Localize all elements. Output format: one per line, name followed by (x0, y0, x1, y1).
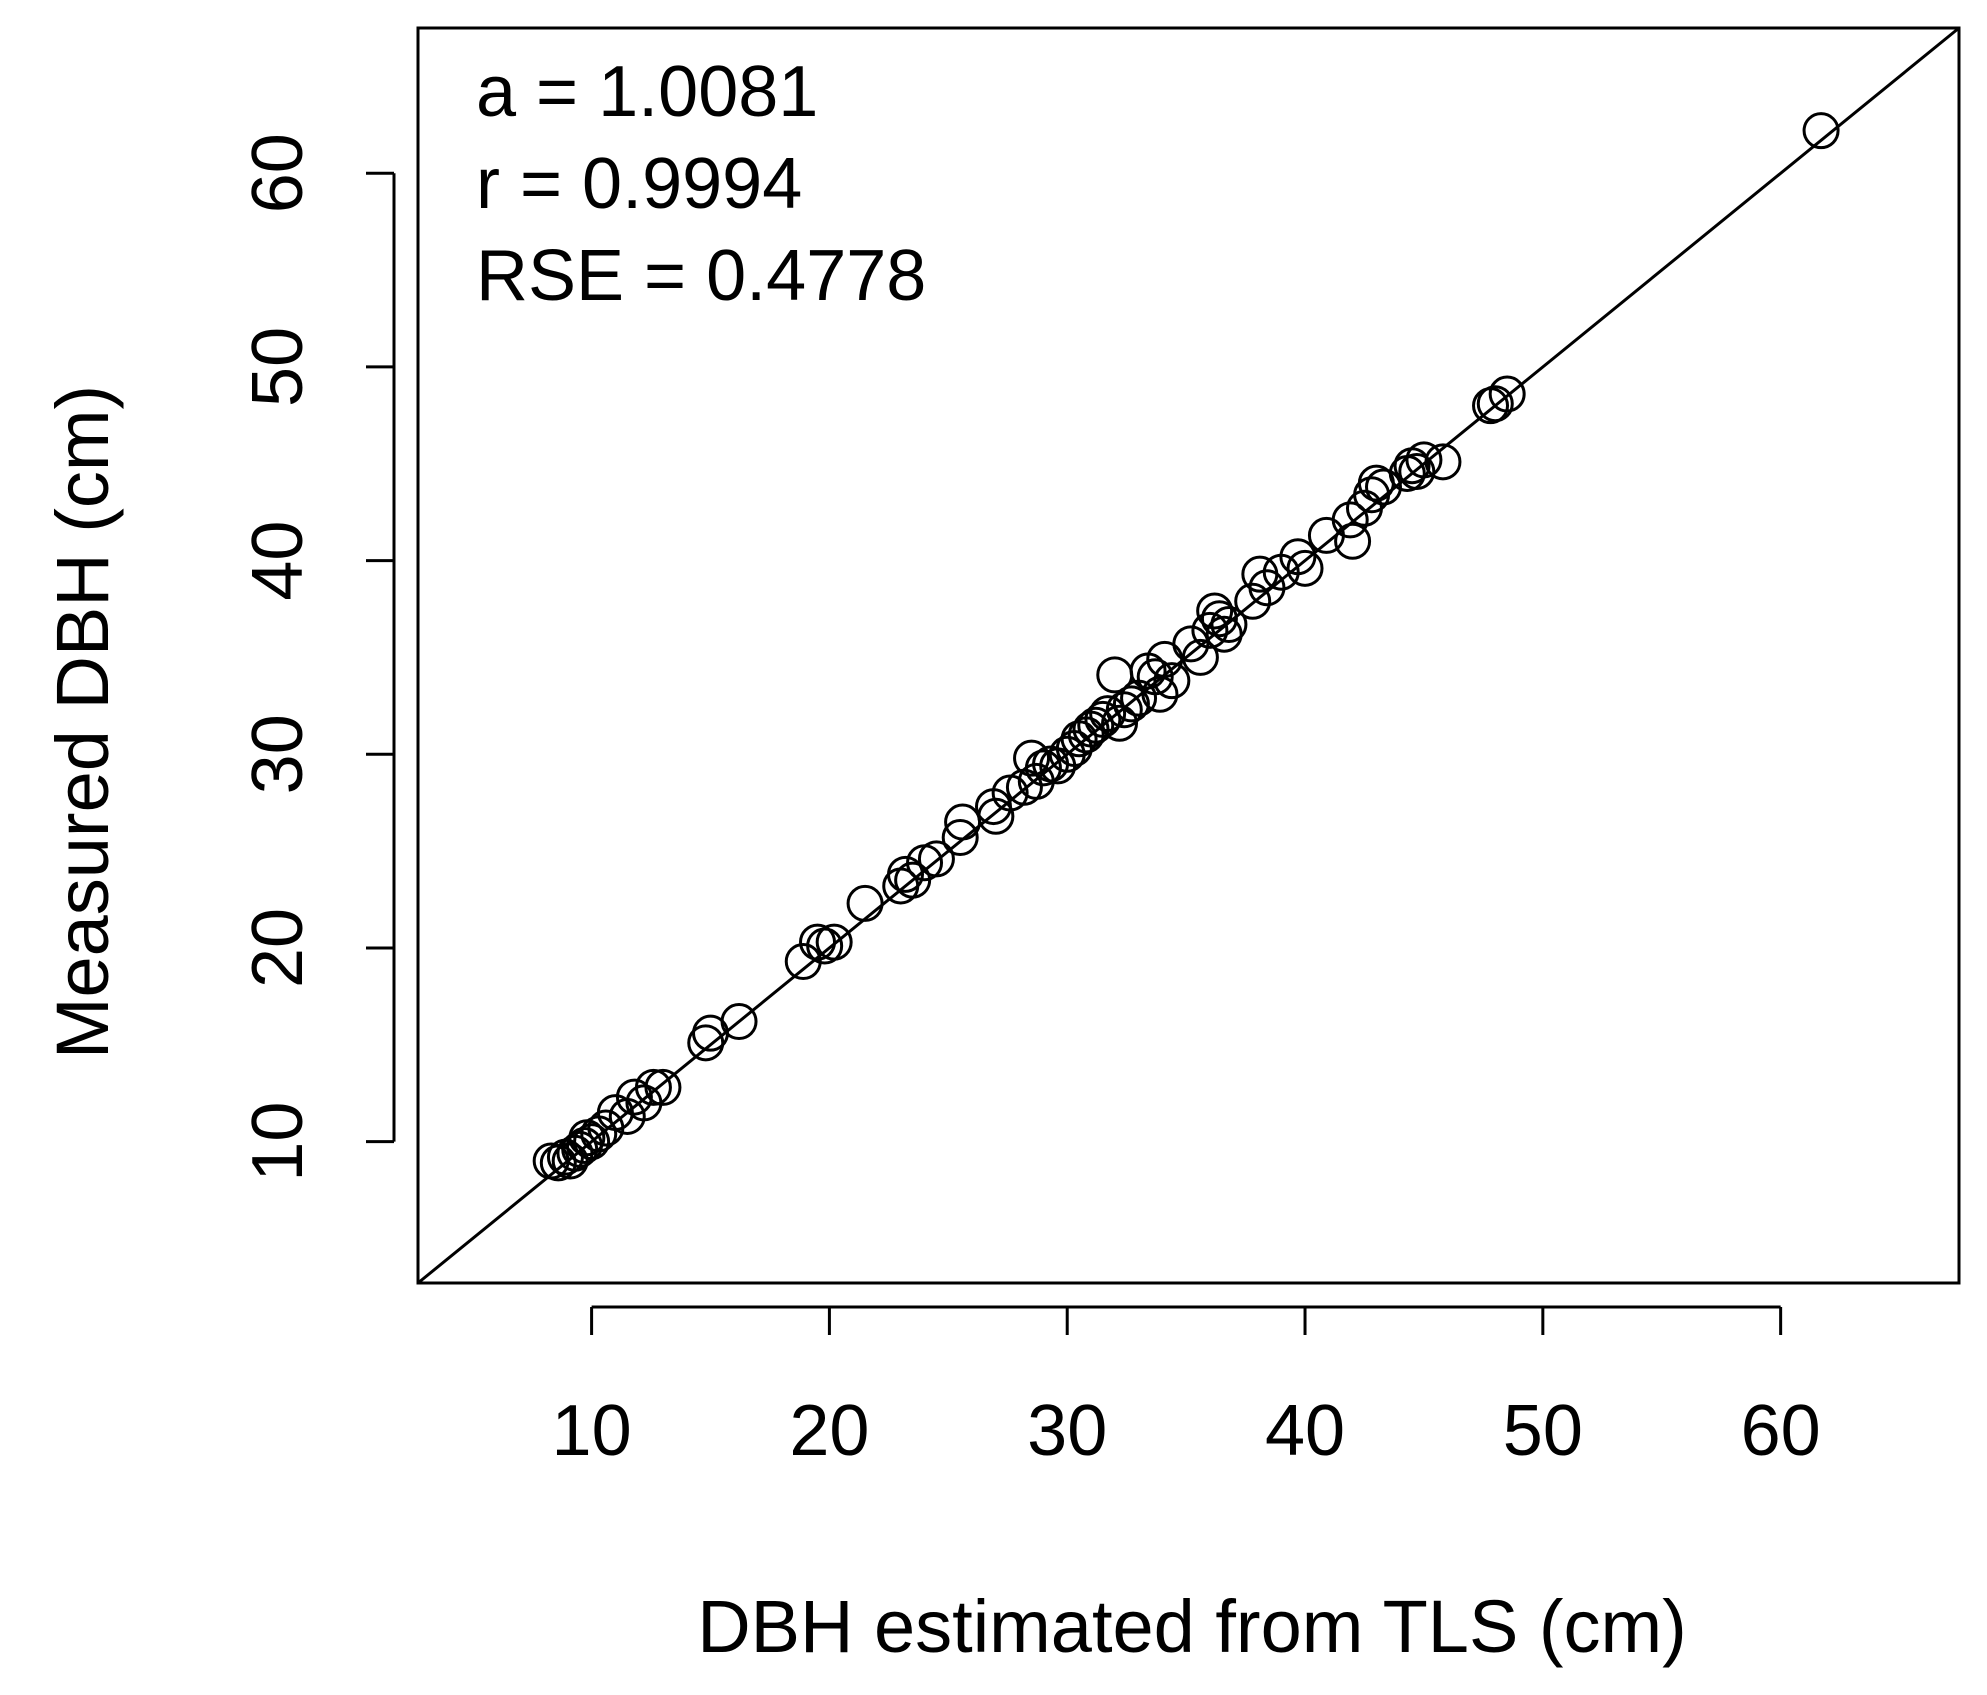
data-point (1089, 695, 1127, 733)
data-point (1013, 739, 1051, 777)
data-point (1398, 453, 1436, 491)
x-tick-label: 30 (1027, 1391, 1107, 1471)
data-point (1105, 691, 1143, 729)
data-points (532, 112, 1840, 1182)
x-tick-label: 40 (1265, 1391, 1345, 1471)
y-axis: 10 20 30 40 50 60 (238, 133, 396, 1182)
data-point (1136, 658, 1174, 696)
data-point (573, 1123, 611, 1161)
data-point (1181, 638, 1219, 676)
x-tick-label: 20 (789, 1391, 869, 1471)
data-point (815, 923, 853, 961)
data-point (941, 819, 979, 857)
data-point (1153, 662, 1191, 700)
x-axis-label: DBH estimated from TLS (cm) (697, 1585, 1687, 1668)
data-point (1286, 549, 1324, 587)
data-point (1196, 592, 1234, 630)
plot-frame (416, 26, 1961, 1285)
data-point (1279, 538, 1317, 576)
y-tick-label: 30 (238, 714, 318, 794)
data-point (1334, 522, 1372, 560)
data-point (1331, 501, 1369, 539)
y-tick-label: 60 (238, 133, 318, 213)
data-point (1191, 611, 1229, 649)
data-point (846, 884, 884, 922)
data-point (1488, 375, 1526, 413)
annotation-correlation: r = 0.9994 (476, 144, 802, 224)
x-tick-label: 10 (552, 1391, 632, 1471)
x-tick-label: 60 (1741, 1391, 1821, 1471)
data-point (1077, 706, 1115, 744)
data-point (634, 1068, 672, 1106)
y-tick-label: 40 (238, 521, 318, 601)
x-tick-label: 50 (1503, 1391, 1583, 1471)
data-point (615, 1078, 653, 1116)
data-point (1234, 582, 1272, 620)
data-point (720, 1003, 758, 1041)
data-point (1476, 385, 1514, 423)
y-tick-label: 20 (238, 908, 318, 988)
data-point (1210, 606, 1248, 644)
y-tick-label: 50 (238, 327, 318, 407)
data-point (1802, 112, 1840, 150)
data-point (1424, 443, 1462, 481)
data-point (799, 923, 837, 961)
data-point (1365, 468, 1403, 506)
data-point (887, 855, 925, 893)
data-point (1405, 441, 1443, 479)
x-axis: 10 20 30 40 50 60 (552, 1305, 1821, 1471)
data-point (1024, 749, 1062, 787)
data-point (917, 840, 955, 878)
annotation-slope: a = 1.0081 (476, 52, 818, 132)
stats-annotation: a = 1.0081 r = 0.9994 RSE = 0.4778 (476, 52, 926, 316)
annotation-rse: RSE = 0.4778 (476, 236, 926, 316)
data-point (1172, 625, 1210, 663)
y-axis-label: Measured DBH (cm) (41, 385, 124, 1059)
data-point (1112, 685, 1150, 723)
data-point (1200, 600, 1238, 638)
data-point (644, 1068, 682, 1106)
y-tick-label: 10 (238, 1102, 318, 1182)
data-point (1084, 700, 1122, 738)
